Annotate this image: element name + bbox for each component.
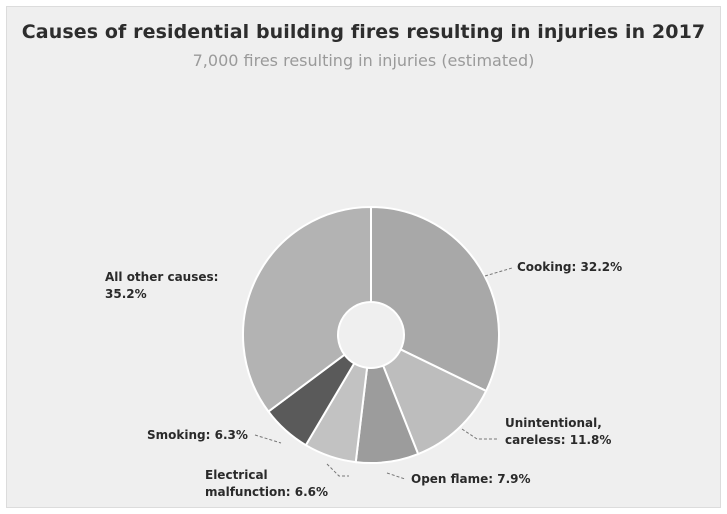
leader-line-3 bbox=[326, 463, 349, 477]
slice-label-2: Open flame: 7.9% bbox=[411, 472, 531, 486]
slice-label-3: Electrical malfunction: 6.6% bbox=[205, 468, 328, 499]
slice-label-1: Unintentional, careless: 11.8% bbox=[505, 416, 611, 447]
pie-slice-0 bbox=[370, 205, 500, 393]
pie-slice-1 bbox=[381, 348, 488, 456]
leader-line-4 bbox=[254, 434, 282, 444]
chart-frame: Causes of residential building fires res… bbox=[6, 6, 721, 508]
pie-chart: Cooking: 32.2% Unintentional, careless: 11… bbox=[105, 205, 622, 499]
leader-line-0 bbox=[484, 267, 513, 277]
slice-label-4: Smoking: 6.3% bbox=[147, 428, 248, 442]
slice-label-5: All other causes: 35.2% bbox=[105, 270, 218, 301]
pie-slice-5 bbox=[242, 205, 372, 413]
slice-label-0: Cooking: 32.2% bbox=[517, 260, 622, 274]
leader-line-1 bbox=[461, 428, 499, 440]
chart-subtitle: 7,000 fires resulting in injuries (estim… bbox=[192, 51, 535, 70]
leader-line-2 bbox=[386, 472, 406, 480]
chart-title: Causes of residential building fires res… bbox=[21, 21, 706, 43]
